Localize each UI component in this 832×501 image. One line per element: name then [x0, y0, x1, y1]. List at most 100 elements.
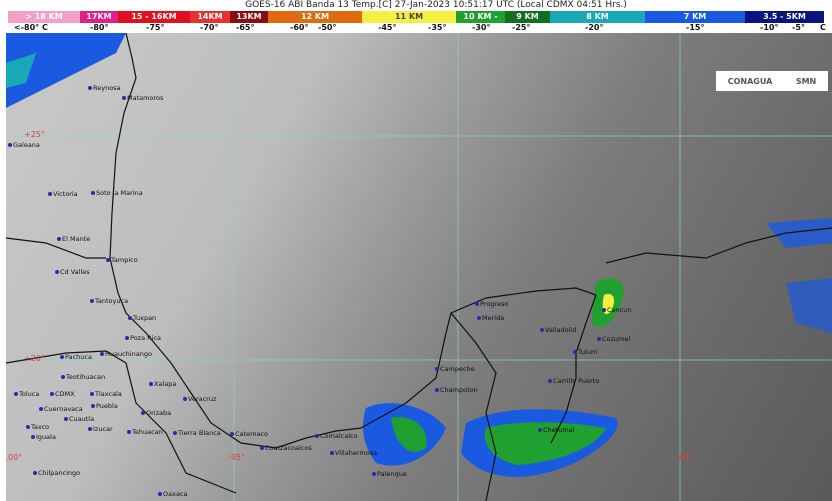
temperature-tick: <-80° C [14, 23, 48, 32]
city-marker: Tehuacan [127, 429, 163, 436]
city-marker: Matamoros [122, 95, 163, 102]
city-marker: Xalapa [149, 381, 176, 388]
city-dot-icon [91, 404, 95, 408]
city-marker: Oaxaca [158, 491, 188, 498]
city-marker: Orizaba [141, 410, 171, 417]
city-name: Veracruz [188, 395, 217, 403]
temperature-tick: -20° [585, 23, 604, 32]
cloud-areas [6, 33, 832, 477]
city-name: Izucar [93, 425, 113, 433]
temperature-tick: -70° [200, 23, 219, 32]
city-marker: Merida [477, 315, 504, 322]
smn-logo: SMN [795, 76, 817, 86]
city-dot-icon [33, 471, 37, 475]
temperature-tick: -25° [512, 23, 531, 32]
city-marker: Comalcalco [315, 433, 358, 440]
city-name: Tulum [578, 348, 598, 356]
temperature-tick: C [820, 23, 826, 32]
city-dot-icon [90, 299, 94, 303]
city-marker: Chetumal [538, 427, 574, 434]
city-marker: El Mante [57, 236, 90, 243]
city-marker: Villahermosa [330, 450, 377, 457]
city-dot-icon [128, 316, 132, 320]
city-name: Tierra Blanca [178, 429, 221, 437]
city-dot-icon [88, 86, 92, 90]
city-name: Matamoros [127, 94, 164, 102]
city-name: Palenque [377, 470, 407, 478]
coordinate-label: -100° [6, 453, 23, 462]
city-dot-icon [158, 492, 162, 496]
city-marker: Cd Valles [55, 269, 90, 276]
city-marker: Teotihuacan [61, 374, 105, 381]
city-dot-icon [538, 428, 542, 432]
city-name: Merida [482, 314, 505, 322]
city-dot-icon [127, 430, 131, 434]
city-marker: Veracruz [183, 396, 216, 403]
agency-logos: CONAGUA SMN [716, 71, 828, 91]
city-name: Cozumel [602, 335, 631, 343]
city-name: Orizaba [146, 409, 172, 417]
legend-segment: 11 KM [362, 11, 456, 23]
city-dot-icon [602, 308, 606, 312]
city-name: Oaxaca [163, 490, 188, 498]
city-marker: Tierra Blanca [173, 430, 221, 437]
conagua-logo: CONAGUA [727, 76, 773, 86]
city-dot-icon [61, 375, 65, 379]
city-marker: Cuautla [64, 416, 94, 423]
city-name: Cuernavaca [44, 405, 83, 413]
legend-segment: 12 KM [268, 11, 362, 23]
legend-segment: 8 KM [550, 11, 645, 23]
city-name: Comalcalco [320, 432, 358, 440]
city-marker: Reynosa [88, 85, 121, 92]
city-marker: Huauchinango [100, 351, 152, 358]
city-dot-icon [540, 328, 544, 332]
city-marker: Puebla [91, 403, 118, 410]
city-marker: Toluca [14, 391, 39, 398]
city-dot-icon [90, 392, 94, 396]
legend-segment: 3.5 - 5KM [745, 11, 824, 23]
temperature-tick: -30° [472, 23, 491, 32]
city-name: Pachuca [65, 353, 92, 361]
city-name: Tlaxcala [95, 390, 122, 398]
city-dot-icon [372, 472, 376, 476]
legend-segment: 15 - 16KM [118, 11, 190, 23]
city-marker: Taxco [26, 424, 49, 431]
city-name: Tantoyuca [95, 297, 129, 305]
city-name: Victoria [53, 190, 78, 198]
city-name: Cuautla [69, 415, 95, 423]
city-marker: Cozumel [597, 336, 630, 343]
temperature-tick: -35° [428, 23, 447, 32]
city-name: Campeche [440, 365, 475, 373]
temperature-tick: -45° [378, 23, 397, 32]
legend-segment: 9 KM [505, 11, 550, 23]
city-dot-icon [48, 192, 52, 196]
city-name: Tuxpan [133, 314, 157, 322]
city-dot-icon [60, 355, 64, 359]
city-name: Cancun [607, 306, 632, 314]
city-marker: Izucar [88, 426, 113, 433]
city-name: Valladolid [545, 326, 577, 334]
city-marker: Valladolid [540, 327, 576, 334]
city-dot-icon [141, 411, 145, 415]
city-dot-icon [573, 350, 577, 354]
city-marker: Cancun [602, 307, 631, 314]
city-dot-icon [435, 388, 439, 392]
legend-segment: 14KM [190, 11, 230, 23]
city-marker: Progreso [475, 301, 508, 308]
city-dot-icon [39, 407, 43, 411]
city-name: Toluca [19, 390, 40, 398]
coastlines [6, 33, 832, 501]
city-marker: CDMX [50, 391, 75, 398]
city-name: Iguala [36, 433, 56, 441]
city-name: Chilpancingo [38, 469, 81, 477]
city-marker: Pachuca [60, 354, 92, 361]
temperature-tick: -80° [90, 23, 109, 32]
city-name: Catemaco [235, 430, 268, 438]
city-name: Huauchinango [105, 350, 152, 358]
city-name: Galeana [13, 141, 40, 149]
city-name: Coatzacoalcos [265, 444, 312, 452]
city-dot-icon [230, 432, 234, 436]
temperature-tick: -50° [318, 23, 337, 32]
city-marker: Chilpancingo [33, 470, 80, 477]
city-dot-icon [548, 379, 552, 383]
